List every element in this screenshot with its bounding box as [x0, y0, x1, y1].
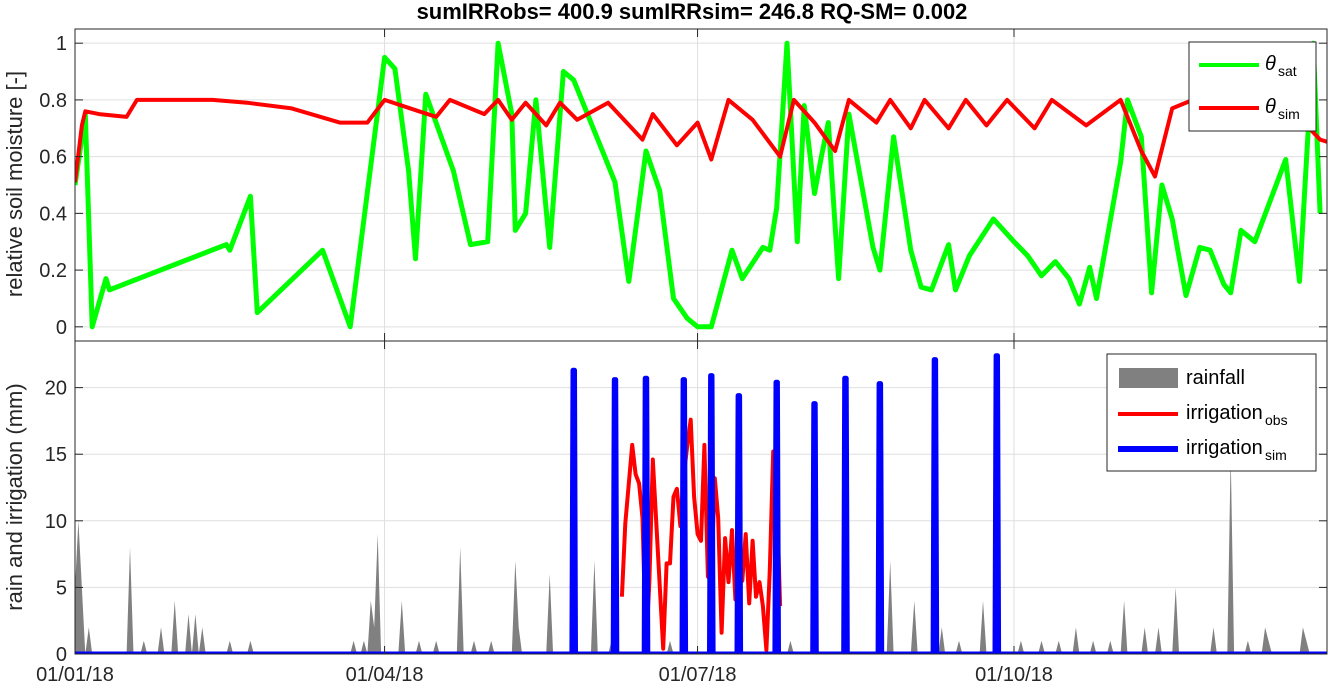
bottom-plot-frame [74, 340, 1328, 655]
legend-label-irrigation-sim: irrigation [1186, 437, 1263, 459]
bottom-y-tick-label: 20 [45, 378, 67, 400]
bottom-legend: rainfall irrigation obs irrigation sim [1106, 353, 1317, 472]
legend-label-rainfall: rainfall [1186, 367, 1245, 389]
bottom-x-tick-label: 01/04/18 [346, 664, 424, 686]
bottom-x-tick-label: 01/07/18 [659, 664, 737, 686]
legend-subscript-irrigation-sim: sim [1265, 447, 1287, 463]
top-y-tick-label: 0.2 [39, 260, 67, 282]
soil-moisture-panel: 0 0.2 0.4 0.6 0.8 1 relative soil moisture [-… [2, 28, 1328, 342]
top-y-ticks: 0 0.2 0.4 0.6 0.8 1 [39, 33, 1327, 339]
bottom-plot-series [75, 353, 1327, 654]
top-legend: θ sat θ sim [1188, 41, 1317, 132]
bottom-y-tick-label: 10 [45, 511, 67, 533]
top-plot-area [75, 29, 1327, 341]
legend-subscript-sat: sat [1278, 63, 1297, 79]
bottom-y-tick-label: 15 [45, 444, 67, 466]
series-line-irrigation-obs [619, 417, 783, 652]
top-y-tick-label: 0.6 [39, 147, 67, 169]
top-y-tick-label: 0.4 [39, 203, 67, 225]
top-legend-box [1188, 41, 1317, 132]
chart-title: sumIRRobs= 400.9 sumIRRsim= 246.8 RQ-SM=… [417, 0, 968, 24]
legend-subscript-irrigation-obs: obs [1265, 412, 1288, 428]
top-y-tick-label: 0.8 [39, 90, 67, 112]
bottom-y-ticks: 0 5 10 15 20 [45, 378, 1327, 666]
bottom-x-ticks: 01/01/18 01/04/18 01/07/18 01/10/18 [36, 341, 1053, 686]
series-line-theta-sat [75, 40, 1323, 330]
top-y-axis-label: relative soil moisture [-] [2, 71, 27, 297]
bottom-x-tick-label: 01/01/18 [36, 664, 114, 686]
legend-label-sat: θ [1265, 53, 1276, 75]
bottom-y-axis-label: rain and irrigation (mm) [2, 383, 27, 610]
bottom-x-tick-label: 01/10/18 [975, 664, 1053, 686]
legend-subscript-sim: sim [1278, 106, 1300, 122]
bottom-y-tick-label: 5 [56, 577, 67, 599]
legend-label-sim: θ [1265, 96, 1276, 118]
top-x-ticks [74, 29, 1015, 341]
top-grid [74, 29, 1327, 341]
legend-swatch-rainfall [1119, 368, 1178, 388]
top-y-tick-label: 0 [56, 317, 67, 339]
rain-irrigation-panel: 0 5 10 15 20 01/01/18 01/04/18 01/07/18 01/10/1… [2, 340, 1328, 686]
bottom-y-tick-label: 0 [56, 644, 67, 666]
legend-label-irrigation-obs: irrigation [1186, 402, 1263, 424]
top-y-tick-label: 1 [56, 33, 67, 55]
